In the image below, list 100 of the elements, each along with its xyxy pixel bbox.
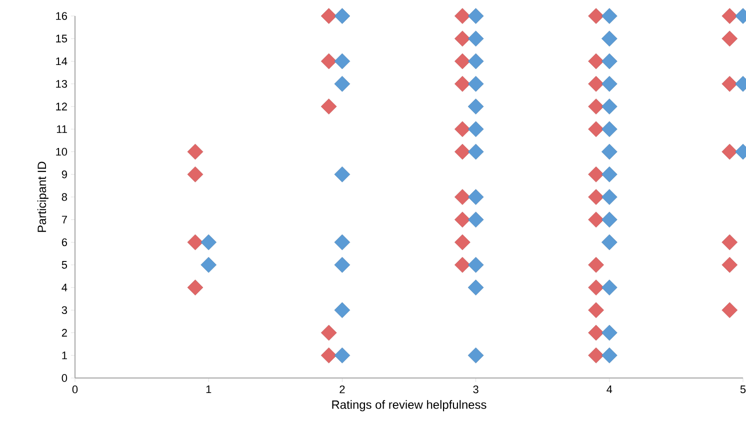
y-tick-label: 0 xyxy=(62,374,68,382)
y-tick-label: 14 xyxy=(56,57,68,66)
point xyxy=(588,98,604,114)
x-axis-title: Ratings of review helpfulness xyxy=(332,400,486,412)
point xyxy=(187,234,204,250)
y-tick-label: 5 xyxy=(62,261,68,269)
point xyxy=(468,76,484,92)
point xyxy=(601,53,618,70)
y-tick-label: 2 xyxy=(62,328,67,337)
point xyxy=(588,53,604,70)
point xyxy=(722,144,738,160)
point xyxy=(454,212,470,228)
point xyxy=(588,166,604,182)
point xyxy=(722,8,738,24)
y-tick-label: 9 xyxy=(62,170,67,178)
point xyxy=(187,166,204,182)
x-tick-label: 2 xyxy=(340,386,345,394)
point xyxy=(334,8,350,24)
point xyxy=(601,30,618,47)
point xyxy=(187,144,204,160)
point xyxy=(334,302,350,318)
point xyxy=(588,324,604,341)
point xyxy=(601,234,618,250)
point xyxy=(200,234,217,250)
y-tick-label: 12 xyxy=(56,102,67,110)
y-tick-label: 4 xyxy=(62,284,68,292)
point xyxy=(468,98,484,114)
point xyxy=(468,30,484,47)
point xyxy=(588,256,604,273)
point xyxy=(468,256,484,273)
point xyxy=(588,189,604,205)
point xyxy=(601,98,618,114)
point xyxy=(454,256,470,273)
y-tick-label: 15 xyxy=(56,34,68,42)
point xyxy=(468,144,484,160)
x-tick-label: 3 xyxy=(473,386,478,394)
point xyxy=(601,347,618,364)
point xyxy=(468,121,484,138)
y-tick-label: 1 xyxy=(62,352,67,360)
point xyxy=(722,256,738,273)
point xyxy=(454,76,470,92)
point xyxy=(468,280,484,296)
point xyxy=(722,76,738,92)
point xyxy=(320,53,337,70)
point xyxy=(588,347,604,364)
point xyxy=(454,234,470,250)
y-tick-label: 7 xyxy=(62,216,67,224)
point xyxy=(588,302,604,318)
point xyxy=(468,53,484,70)
y-tick-label: 13 xyxy=(56,80,68,88)
point xyxy=(588,8,604,24)
point xyxy=(722,234,738,250)
point xyxy=(588,121,604,138)
point xyxy=(334,53,350,70)
point xyxy=(468,8,484,24)
point xyxy=(334,234,350,250)
y-tick-label: 11 xyxy=(56,125,67,133)
point xyxy=(200,256,217,273)
point xyxy=(468,189,484,205)
point xyxy=(454,53,470,70)
x-tick-label: 5 xyxy=(740,386,746,394)
y-tick-label: 8 xyxy=(62,193,68,201)
point xyxy=(601,8,618,24)
point xyxy=(601,121,618,138)
point xyxy=(187,280,204,296)
point xyxy=(454,8,470,24)
point xyxy=(454,144,470,160)
point xyxy=(601,324,618,341)
point xyxy=(601,280,618,296)
y-tick-label: 6 xyxy=(62,238,68,246)
point xyxy=(320,8,337,24)
point xyxy=(334,76,350,92)
point xyxy=(334,166,350,182)
point xyxy=(454,189,470,205)
x-tick-label: 4 xyxy=(606,386,612,394)
point xyxy=(601,212,618,228)
point xyxy=(320,98,337,114)
y-tick-label: 16 xyxy=(56,12,68,20)
point xyxy=(588,280,604,296)
point xyxy=(334,347,350,364)
y-tick-label: 10 xyxy=(56,148,68,156)
y-axis-title: Participant ID xyxy=(37,162,48,232)
point xyxy=(722,30,738,47)
y-tick-label: 3 xyxy=(62,306,68,314)
point xyxy=(601,76,618,92)
point xyxy=(588,212,604,228)
point xyxy=(320,347,337,364)
point xyxy=(601,189,618,205)
point xyxy=(722,302,738,318)
point xyxy=(468,347,484,364)
point xyxy=(320,324,337,341)
x-tick-label: 1 xyxy=(206,386,212,394)
x-tick-label: 0 xyxy=(72,386,78,394)
point xyxy=(468,212,484,228)
point xyxy=(334,256,350,273)
point xyxy=(454,121,470,138)
point xyxy=(588,76,604,92)
point xyxy=(601,166,618,182)
point xyxy=(454,30,470,47)
point xyxy=(601,144,618,160)
